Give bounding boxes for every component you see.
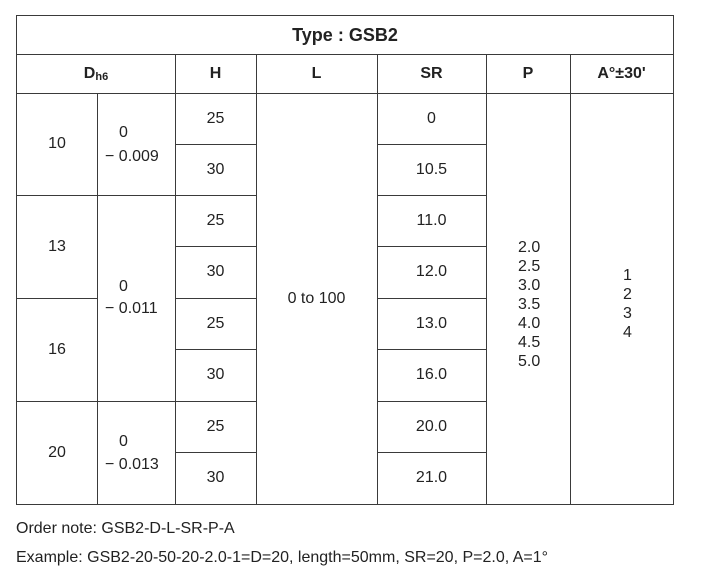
row-divider [17,298,97,299]
col-divider [256,54,257,504]
p-values-list: 2.0 2.5 3.0 3.5 4.0 4.5 5.0 [518,238,540,371]
row-divider [377,246,486,247]
sr-value: 16.0 [415,366,448,383]
sr-value: 11.0 [416,211,447,229]
header-a: A°±30' [597,64,646,82]
header-p: P [522,64,534,82]
h-value: 30 [206,366,225,383]
tolerance-upper: 0 [119,433,128,450]
header-sr: SR [420,64,443,82]
tolerance-upper: 0 [119,124,128,141]
a-value: 4 [623,324,632,341]
row-divider [175,144,256,145]
row-divider [377,144,486,145]
header-d-label: D [83,64,96,82]
order-note: Order note: GSB2-D-L-SR-P-A [16,520,235,537]
sr-value: 13.0 [415,314,448,332]
h-value: 25 [206,417,225,435]
p-value: 4.0 [518,315,541,332]
p-value: 2.0 [518,239,541,256]
col-divider [377,54,378,504]
h-value: 25 [206,211,225,229]
tolerance-lower: − 0.013 [105,456,159,473]
header-l: L [311,64,322,82]
d-value: 13 [48,237,66,255]
row-divider [17,195,256,196]
col-divider [486,54,487,504]
h-value: 25 [206,109,225,127]
a-value: 3 [623,305,632,322]
row-divider [175,298,256,299]
l-value: 0 to 100 [287,289,346,307]
row-divider [17,54,673,55]
h-value: 30 [206,469,225,486]
col-divider [570,54,571,504]
header-d-subscript: h6 [95,70,109,83]
d-value: 10 [48,135,66,152]
p-value: 4.5 [518,334,541,351]
row-divider [377,452,486,453]
row-divider [175,349,256,350]
table-title: Type : GSB2 [292,24,398,45]
h-value: 25 [206,314,225,332]
h-value: 30 [206,263,225,280]
d-value: 16 [48,340,66,358]
sr-value: 10.5 [415,160,448,178]
col-divider [175,54,176,504]
p-value: 3.5 [518,296,541,313]
sr-value: 0 [427,109,436,127]
row-divider [17,93,673,94]
tolerance-lower: − 0.011 [105,300,158,317]
row-divider [377,401,486,402]
row-divider [377,298,486,299]
row-divider [175,246,256,247]
d-value: 20 [48,443,66,461]
a-value: 1 [623,267,632,284]
header-h: H [209,64,222,82]
h-value: 30 [206,160,225,178]
row-divider [175,452,256,453]
col-divider [97,93,98,504]
row-divider [377,195,486,196]
row-divider [377,349,486,350]
tolerance-upper: 0 [119,278,128,295]
a-values-list: 1 2 3 4 [623,266,632,342]
sr-value: 21.0 [415,469,448,486]
p-value: 5.0 [518,353,541,370]
p-value: 3.0 [518,277,541,294]
tolerance-lower: − 0.009 [105,148,159,165]
sr-value: 12.0 [415,263,448,280]
a-value: 2 [623,286,632,303]
p-value: 2.5 [518,258,541,275]
row-divider [17,401,256,402]
sr-value: 20.0 [415,417,448,435]
example-note: Example: GSB2-20-50-20-2.0-1=D=20, lengt… [16,549,549,566]
